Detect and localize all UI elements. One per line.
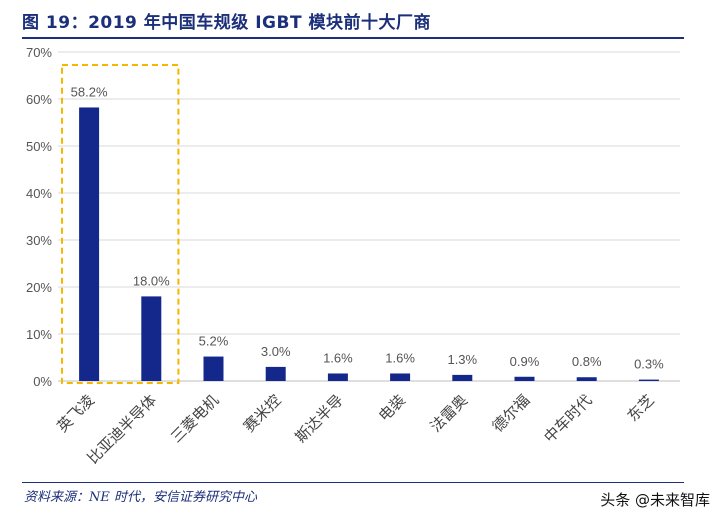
category-label: 英飞凌	[53, 391, 98, 436]
bar	[638, 379, 659, 381]
bar	[327, 373, 348, 381]
y-axis-ticks: 0% 10% 20% 30% 40% 50% 60% 70%	[26, 45, 52, 389]
data-label: 1.6%	[385, 350, 415, 365]
y-tick-label: 10%	[26, 327, 52, 342]
bar	[203, 356, 224, 381]
data-label: 5.2%	[199, 334, 229, 349]
bar	[265, 366, 286, 381]
data-label: 1.6%	[323, 350, 353, 365]
highlight-box	[61, 64, 180, 384]
source-note: 资料来源：NE 时代，安信证券研究中心	[24, 490, 257, 505]
y-tick-label: 30%	[26, 233, 52, 248]
grid-lines	[58, 51, 680, 382]
category-label: 法雷奥	[427, 391, 472, 436]
bar	[141, 296, 162, 381]
data-label: 0.9%	[510, 354, 540, 369]
category-label: 三菱电机	[167, 391, 222, 446]
bar	[576, 377, 597, 381]
y-tick-label: 60%	[26, 92, 52, 107]
category-label: 赛米控	[240, 391, 285, 436]
category-label: 德尔福	[489, 391, 534, 436]
source-rule	[22, 482, 684, 483]
y-tick-label: 70%	[26, 45, 52, 60]
highlight-box-group	[61, 64, 180, 384]
bar	[79, 107, 100, 382]
title-rule	[22, 37, 684, 39]
category-label: 斯达半导	[292, 391, 347, 446]
bar	[390, 373, 411, 381]
category-label: 电装	[375, 391, 409, 425]
bar-chart: 0% 10% 20% 30% 40% 50% 60% 70% 58.2% 18.0% 5.2% 3.…	[26, 45, 680, 467]
y-tick-label: 20%	[26, 280, 52, 295]
category-label: 东芝	[624, 391, 658, 425]
data-label: 1.3%	[447, 352, 477, 367]
bar	[514, 376, 535, 381]
y-tick-label: 40%	[26, 186, 52, 201]
data-label: 0.8%	[572, 354, 602, 369]
y-tick-label: 0%	[33, 374, 52, 389]
bar	[452, 374, 473, 381]
y-tick-label: 50%	[26, 139, 52, 154]
data-labels: 58.2% 18.0% 5.2% 3.0% 1.6% 1.6% 1.3% 0.9% 0.8% 0.…	[71, 84, 664, 371]
category-label: 中车时代	[540, 391, 595, 446]
watermark: 头条 @未来智库	[600, 491, 710, 509]
data-label: 58.2%	[71, 84, 108, 99]
bars	[79, 107, 659, 382]
data-label: 3.0%	[261, 344, 291, 359]
data-label: 0.3%	[634, 357, 664, 372]
figure-title: 图 19：2019 年中国车规级 IGBT 模块前十大厂商	[22, 13, 431, 33]
data-label: 18.0%	[133, 273, 170, 288]
